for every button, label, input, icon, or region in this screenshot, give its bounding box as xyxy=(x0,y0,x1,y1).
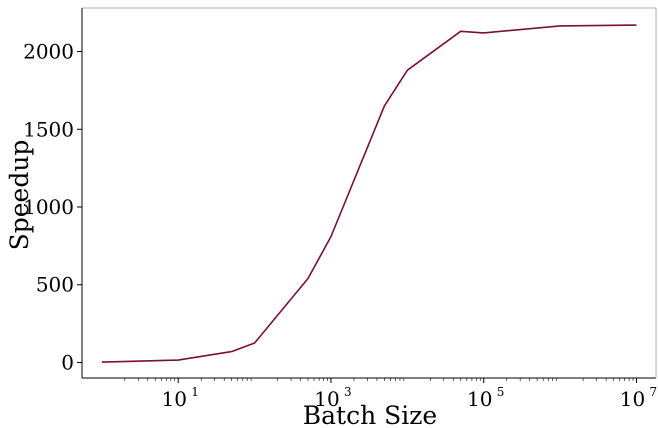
x-tick-label: 10 xyxy=(314,387,339,411)
y-tick-label: 1000 xyxy=(23,195,74,219)
x-tick-exponent: 5 xyxy=(497,385,505,399)
axes-frame xyxy=(81,7,657,379)
x-tick-exponent: 7 xyxy=(650,385,658,399)
x-tick-label: 10 xyxy=(161,387,186,411)
y-tick-label: 2000 xyxy=(23,40,74,64)
series-line-0 xyxy=(101,24,637,363)
x-axis-label: Batch Size xyxy=(303,401,437,428)
y-axis-label: Speedup xyxy=(5,140,34,251)
x-axis-ticks: 10 1 10 3 10 5 10 7 xyxy=(124,378,658,411)
y-tick-label: 1500 xyxy=(23,117,74,141)
x-tick-label: 10 xyxy=(467,387,492,411)
y-tick-label: 500 xyxy=(36,273,74,297)
x-tick-label: 10 xyxy=(620,387,645,411)
series-layer xyxy=(101,24,637,363)
x-tick-exponent: 3 xyxy=(344,385,352,399)
y-axis-ticks: 0 500 1000 1500 2000 xyxy=(23,40,82,374)
y-tick-label: 0 xyxy=(61,350,74,374)
x-tick-exponent: 1 xyxy=(191,385,199,399)
